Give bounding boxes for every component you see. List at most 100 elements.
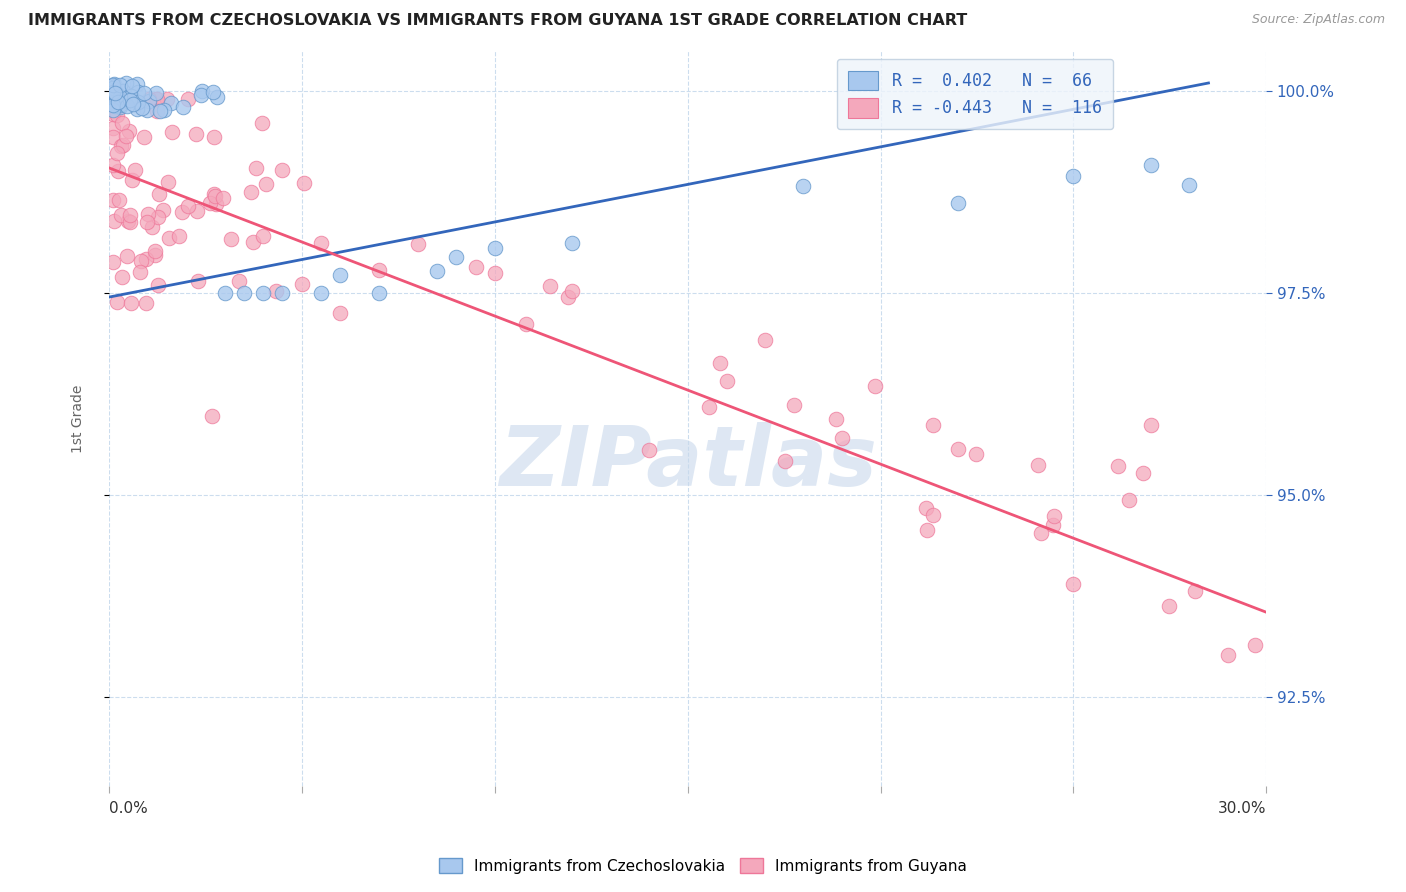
- Point: [111, 269, 134, 284]
- Point: [107, 163, 129, 178]
- Point: [946, 442, 969, 457]
- Point: [202, 186, 225, 201]
- Point: [111, 84, 134, 98]
- Point: [1062, 577, 1084, 591]
- Point: [204, 188, 226, 202]
- Point: [105, 108, 128, 122]
- Point: [484, 266, 506, 280]
- Point: [716, 374, 738, 388]
- Point: [638, 442, 661, 457]
- Text: 30.0%: 30.0%: [1218, 800, 1267, 815]
- Point: [484, 241, 506, 255]
- Point: [824, 411, 846, 425]
- Point: [101, 255, 124, 269]
- Point: [143, 248, 166, 262]
- Point: [107, 95, 129, 109]
- Point: [101, 90, 124, 104]
- Point: [863, 378, 886, 392]
- Point: [107, 145, 129, 160]
- Point: [561, 236, 583, 251]
- Point: [125, 77, 148, 91]
- Point: [111, 116, 134, 130]
- Point: [202, 130, 225, 145]
- Point: [153, 103, 176, 117]
- Point: [129, 265, 152, 279]
- Point: [110, 78, 132, 92]
- Point: [228, 273, 250, 287]
- Point: [141, 219, 163, 234]
- Text: Source: ZipAtlas.com: Source: ZipAtlas.com: [1251, 13, 1385, 27]
- Point: [108, 193, 131, 207]
- Point: [1244, 638, 1267, 652]
- Point: [115, 249, 138, 263]
- Point: [219, 232, 242, 246]
- Point: [136, 207, 159, 221]
- Point: [465, 260, 488, 274]
- Point: [112, 92, 135, 106]
- Point: [1042, 518, 1064, 533]
- Point: [1062, 169, 1084, 183]
- Point: [1184, 583, 1206, 598]
- Point: [135, 252, 157, 267]
- Point: [110, 207, 132, 221]
- Point: [135, 215, 157, 229]
- Point: [444, 250, 467, 264]
- Point: [252, 116, 274, 130]
- Point: [148, 277, 170, 292]
- Point: [309, 235, 332, 250]
- Point: [143, 244, 166, 259]
- Point: [921, 418, 943, 433]
- Point: [104, 99, 127, 113]
- Point: [406, 236, 429, 251]
- Point: [108, 90, 131, 104]
- Point: [792, 179, 814, 194]
- Point: [148, 187, 170, 202]
- Point: [104, 87, 127, 101]
- Point: [125, 102, 148, 116]
- Point: [245, 161, 267, 176]
- Legend: Immigrants from Czechoslovakia, Immigrants from Guyana: Immigrants from Czechoslovakia, Immigran…: [433, 852, 973, 880]
- Point: [120, 208, 142, 222]
- Point: [309, 286, 332, 301]
- Point: [271, 286, 294, 301]
- Text: 0.0%: 0.0%: [108, 800, 148, 815]
- Point: [515, 317, 537, 331]
- Point: [191, 84, 214, 98]
- Text: ZIPatlas: ZIPatlas: [499, 422, 876, 503]
- Point: [709, 356, 731, 370]
- Point: [112, 137, 135, 152]
- Point: [329, 306, 352, 320]
- Point: [112, 89, 135, 103]
- Point: [110, 139, 132, 153]
- Point: [101, 158, 124, 172]
- Point: [101, 98, 124, 112]
- Point: [198, 196, 221, 211]
- Point: [157, 175, 180, 189]
- Point: [1178, 178, 1201, 193]
- Point: [254, 178, 277, 192]
- Point: [172, 100, 194, 114]
- Point: [103, 97, 125, 112]
- Point: [108, 97, 131, 112]
- Point: [105, 294, 128, 309]
- Point: [754, 333, 776, 347]
- Point: [368, 263, 391, 277]
- Point: [775, 454, 797, 468]
- Point: [212, 191, 235, 205]
- Point: [104, 97, 127, 112]
- Point: [138, 92, 160, 106]
- Point: [127, 95, 149, 110]
- Point: [368, 286, 391, 301]
- Point: [127, 96, 149, 111]
- Point: [131, 101, 153, 115]
- Point: [101, 87, 124, 101]
- Point: [105, 96, 128, 111]
- Point: [1043, 509, 1066, 524]
- Point: [121, 79, 143, 94]
- Point: [252, 286, 274, 301]
- Point: [103, 77, 125, 91]
- Point: [205, 90, 228, 104]
- Point: [1026, 458, 1049, 473]
- Point: [129, 253, 152, 268]
- Point: [187, 274, 209, 288]
